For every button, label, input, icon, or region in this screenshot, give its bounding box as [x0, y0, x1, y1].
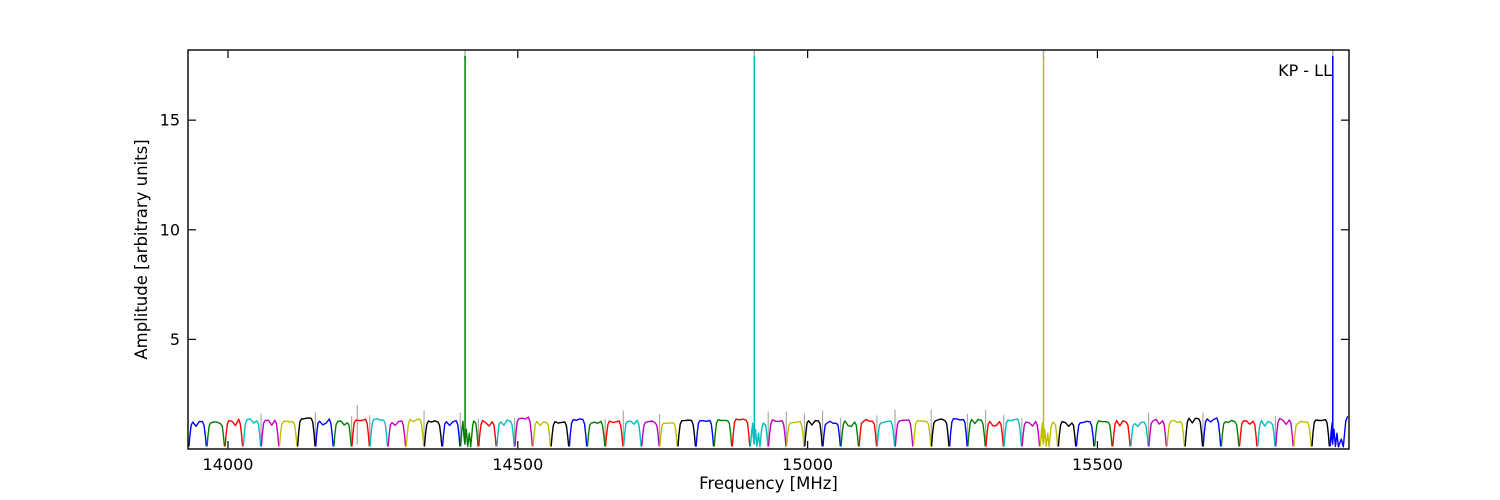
bandpass-curve: [1094, 420, 1113, 447]
bandpass-curve: [1220, 419, 1240, 447]
bandpass-curve: [731, 418, 751, 447]
bandpass-curve: [369, 418, 389, 447]
bandpass-curve: [967, 418, 986, 447]
bandpass-curve: [405, 418, 425, 447]
bandpass-curve: [1293, 420, 1312, 447]
bandpass-curve: [749, 422, 769, 448]
bandpass-curve: [695, 419, 715, 447]
x-axis-label: Frequency [MHz]: [699, 474, 838, 493]
bandpass-curve: [1184, 417, 1204, 447]
bandpass-curve: [894, 419, 914, 447]
bandpass-curve: [1311, 418, 1330, 447]
bandpass-curve: [206, 421, 226, 447]
bandpass-curve: [858, 418, 878, 447]
bandpass-curve: [876, 420, 896, 447]
bandpass-curve: [514, 416, 533, 447]
bandpass-curve: [333, 420, 352, 447]
bandpass-curve: [315, 418, 334, 447]
bandpass-curve: [460, 420, 479, 448]
bandpass-curve: [260, 419, 280, 447]
x-tick-label: 14500: [492, 455, 543, 474]
bandpass-curve: [1003, 418, 1023, 447]
bandpass-curve: [1130, 421, 1149, 447]
x-tick-label: 15500: [1072, 455, 1123, 474]
bandpass-curve: [1075, 420, 1095, 447]
y-tick-label: 15: [160, 111, 180, 130]
bandpass-curve: [1148, 418, 1167, 447]
axes-frame: [187, 49, 1350, 450]
bandpass-curve: [1238, 420, 1258, 447]
bandpass-curve: [985, 420, 1004, 447]
bandpass-curve: [351, 418, 370, 447]
bandpass-curve: [659, 422, 678, 447]
bandpass-curve: [586, 420, 606, 447]
bandpass-curve: [1039, 421, 1059, 448]
bandpass-curve: [767, 419, 787, 447]
bandpass-curve: [713, 419, 733, 447]
y-tick-label: 10: [160, 220, 180, 239]
bandpass-curve: [387, 420, 407, 447]
tick-labels: 14000 14500 15000 15500 5 10 15: [160, 111, 1123, 474]
bandpass-curve: [224, 418, 244, 447]
bandpass-curve: [1112, 419, 1131, 447]
bandpass-curve: [568, 418, 588, 447]
bandpass-curve: [604, 420, 624, 447]
bandpass-curve: [423, 420, 443, 447]
bandpass-curve: [641, 420, 660, 447]
x-tick-label: 15000: [782, 455, 833, 474]
bandpass-curve: [786, 420, 805, 447]
bandpass-curve: [242, 418, 262, 447]
bandpass-curve: [441, 419, 461, 447]
bandpass-curve: [478, 419, 497, 447]
x-tick-label: 14000: [203, 455, 254, 474]
bandpass-curve: [1202, 417, 1222, 447]
comb-spikes: [464, 56, 1334, 443]
y-axis-label: Amplitude [arbitrary units]: [132, 139, 151, 359]
bandpass-curve: [912, 420, 932, 447]
bandpass-curve: [930, 418, 950, 447]
bandpass-curve: [297, 417, 316, 447]
bandpass-curve: [532, 420, 552, 447]
bandpass-curve: [550, 421, 570, 447]
bandpass-curve: [1275, 417, 1294, 447]
bandpass-curve: [822, 420, 841, 447]
axis-ticks: [188, 50, 1349, 449]
bandpass-curve: [949, 418, 968, 447]
bandpass-curve: [804, 420, 823, 447]
bandpass-curve: [278, 420, 298, 447]
bandpass-curve: [1021, 420, 1041, 447]
bandpass-curve: [840, 420, 860, 447]
bandpass-curve: [677, 419, 697, 447]
plot-annotation: KP - LL: [1278, 61, 1332, 80]
bandpass-curve: [623, 419, 642, 447]
bandpass-curve: [188, 420, 207, 447]
spectrum-bands: [188, 416, 1349, 448]
bandpass-curve: [1057, 420, 1077, 447]
bandpass-curve: [1257, 419, 1276, 447]
bandpass-curve: [1166, 419, 1186, 447]
gray-artifacts: [260, 50, 1334, 445]
bandpass-curve: [496, 419, 515, 447]
y-tick-label: 5: [170, 330, 180, 349]
